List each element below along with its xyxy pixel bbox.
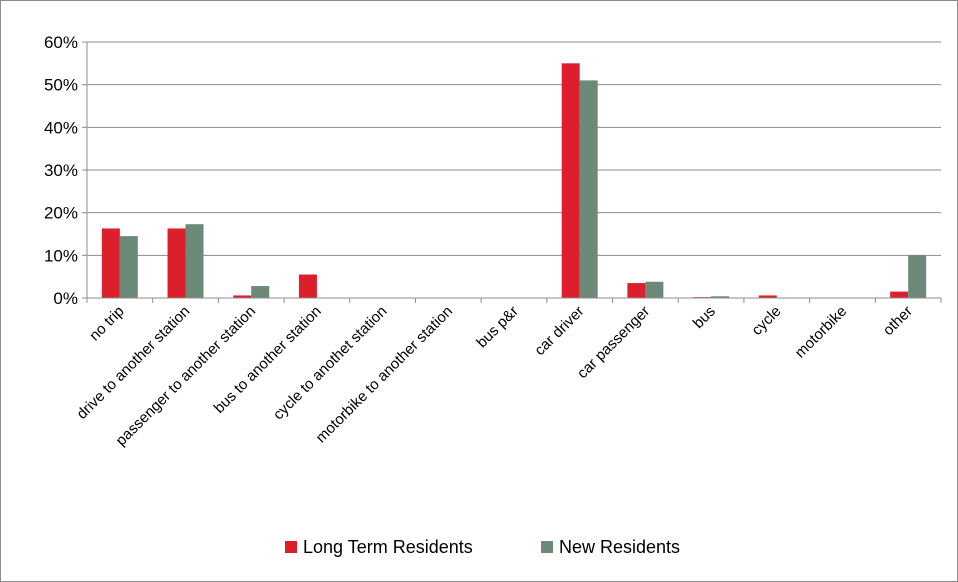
- bars: [101, 63, 927, 299]
- legend-swatch: [541, 541, 553, 553]
- bar-long-term-residents: [758, 295, 777, 298]
- bar-new-residents: [908, 255, 927, 298]
- bar-long-term-residents: [167, 228, 186, 298]
- bar-new-residents: [645, 281, 664, 298]
- legend: Long Term Residents New Residents: [285, 537, 680, 557]
- y-tick-label: 30%: [44, 161, 78, 180]
- y-tick-label: 20%: [44, 204, 78, 223]
- x-tick-label: motorbike to another station: [313, 303, 457, 447]
- bar-new-residents: [711, 296, 730, 298]
- y-tick-label: 0%: [53, 289, 78, 308]
- x-tick-label: other: [880, 303, 916, 339]
- bar-new-residents: [185, 224, 204, 298]
- bar-new-residents: [119, 236, 138, 298]
- x-tick-label: drive to another station: [73, 303, 193, 423]
- x-tick-label: bus to another station: [211, 303, 325, 417]
- bar-new-residents: [579, 80, 598, 299]
- y-tick-label: 40%: [44, 118, 78, 137]
- x-tick-label: motorbike: [792, 303, 851, 362]
- x-tick-label: cycle: [748, 303, 784, 339]
- x-tick-label: bus: [690, 303, 719, 332]
- y-tick-label: 50%: [44, 76, 78, 95]
- legend-label: Long Term Residents: [303, 537, 473, 557]
- bar-long-term-residents: [627, 283, 646, 298]
- bar-long-term-residents: [298, 274, 317, 298]
- bar-long-term-residents: [561, 63, 580, 299]
- x-tick-label: car driver: [531, 303, 587, 359]
- legend-label: New Residents: [559, 537, 680, 557]
- x-tick-label: cycle to anothet station: [270, 303, 391, 424]
- gridlines: [87, 41, 941, 256]
- bar-long-term-residents: [233, 295, 252, 298]
- y-tick-label: 10%: [44, 246, 78, 265]
- bar-new-residents: [251, 286, 270, 298]
- bar-long-term-residents: [890, 291, 909, 298]
- legend-swatch: [285, 541, 297, 553]
- x-tick-label: bus p&r: [473, 303, 522, 352]
- y-axis-ticks: 0% 10% 20% 30% 40% 50% 60%: [44, 33, 88, 308]
- y-tick-label: 60%: [44, 33, 78, 52]
- x-tick-label: passenger to another station: [113, 303, 259, 449]
- x-axis: [86, 297, 942, 303]
- bar-long-term-residents: [101, 228, 120, 298]
- x-tick-label: no trip: [86, 303, 128, 345]
